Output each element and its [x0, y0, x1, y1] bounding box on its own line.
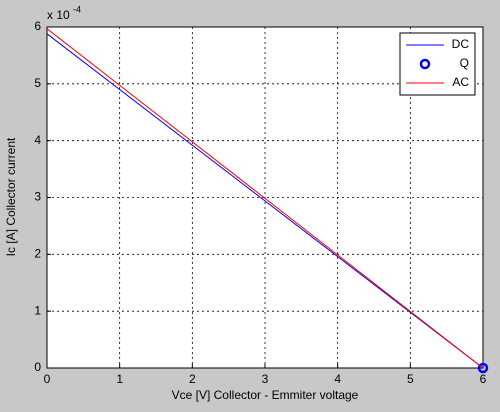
data-point — [477, 362, 489, 374]
y-tick-label: 6 — [34, 19, 41, 33]
x-tick-label: 4 — [334, 372, 341, 386]
x-tick-label: 5 — [407, 372, 414, 386]
x-tick-label: 1 — [116, 372, 123, 386]
x-tick-label: 2 — [189, 372, 196, 386]
legend-label: AC — [452, 75, 469, 89]
data-line — [46, 28, 484, 369]
legend-label: DC — [452, 37, 470, 51]
y-axis-label: Ic [A] Collector current — [4, 137, 18, 256]
y-tick-label: 5 — [34, 76, 41, 90]
y-tick-label: 2 — [34, 247, 41, 261]
legend-box — [399, 32, 476, 96]
x-tick-label: 0 — [44, 372, 51, 386]
legend-marker — [419, 58, 431, 70]
y-tick-label: 3 — [34, 190, 41, 204]
y-tick-label: 0 — [34, 360, 41, 374]
legend-label: Q — [460, 56, 469, 70]
y-tick-label: 1 — [34, 303, 41, 317]
y-exponent-base: x 10 — [47, 8, 70, 22]
data-line — [46, 33, 484, 369]
x-tick-label: 3 — [262, 372, 269, 386]
y-tick-label: 4 — [34, 133, 41, 147]
x-tick-label: 6 — [480, 372, 487, 386]
x-axis-label: Vce [V] Collector - Emmiter voltage — [172, 388, 359, 402]
y-exponent: -4 — [73, 4, 81, 14]
